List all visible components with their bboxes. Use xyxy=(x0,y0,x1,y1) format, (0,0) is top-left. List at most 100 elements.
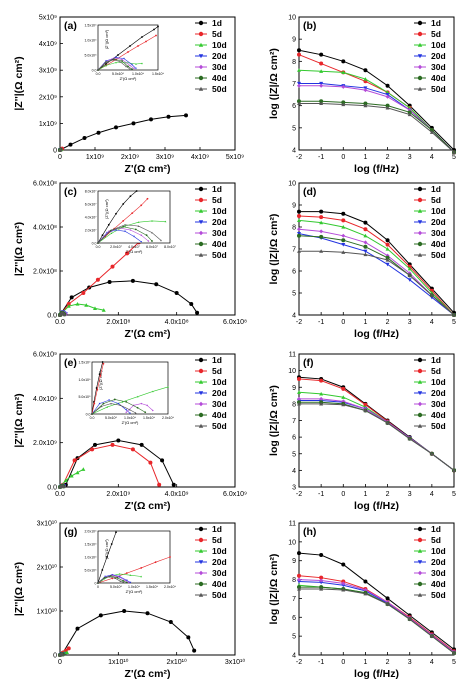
data-point xyxy=(75,470,80,475)
legend-label: 5d xyxy=(431,535,441,545)
y-tick-label: 1x10¹⁰ xyxy=(37,608,58,616)
inset-data-point xyxy=(97,582,99,584)
data-point xyxy=(297,249,301,253)
series-1d xyxy=(297,48,456,152)
data-point xyxy=(63,478,68,482)
data-point xyxy=(174,291,179,295)
inset-data-point xyxy=(105,64,107,67)
data-point xyxy=(341,59,346,64)
inset-data-point xyxy=(105,63,107,65)
x-tick-label: 2x10¹⁰ xyxy=(167,658,188,666)
inset-data-point xyxy=(129,195,132,198)
inset-data-point xyxy=(140,240,143,243)
data-point xyxy=(363,252,368,257)
data-point xyxy=(319,101,324,106)
legend-marker xyxy=(417,526,423,532)
panel-label: (g) xyxy=(64,526,77,538)
legend-marker xyxy=(198,42,204,47)
data-point xyxy=(82,136,87,141)
x-tick-label: -1 xyxy=(318,491,324,498)
x-tick-label: 1 xyxy=(363,659,367,666)
inset-data-point xyxy=(137,221,140,223)
inset-series-30d xyxy=(125,402,154,414)
y-tick-label: 8 xyxy=(292,401,296,408)
series-50d xyxy=(58,652,65,657)
inset-data-point xyxy=(108,575,111,578)
x-axis-label: log (f/Hz) xyxy=(354,668,399,680)
inset-series-line xyxy=(91,403,136,415)
legend-label: 5d xyxy=(212,29,222,39)
inset-data-point xyxy=(137,225,140,227)
series-line xyxy=(298,233,455,316)
inset-data-point xyxy=(116,576,119,579)
data-point xyxy=(171,482,176,487)
data-point xyxy=(385,92,390,97)
legend-marker xyxy=(198,86,204,91)
data-point xyxy=(297,577,301,582)
legend-marker xyxy=(417,570,423,576)
y-tick-label: 1x10⁹ xyxy=(39,121,57,128)
data-point xyxy=(341,243,346,247)
inset-data-point xyxy=(123,57,125,60)
legend-label: 20d xyxy=(212,388,227,398)
inset-data-point xyxy=(140,567,143,569)
data-point xyxy=(125,251,130,256)
inset-data-point xyxy=(119,404,122,407)
inset-x-tick-label: 0.0 xyxy=(90,416,95,420)
y-tick-label: 10 xyxy=(288,181,296,188)
legend-marker xyxy=(417,186,423,192)
inset-data-point xyxy=(117,54,119,56)
legend-label: 40d xyxy=(431,579,446,589)
legend-marker xyxy=(198,197,204,203)
inset-data-point xyxy=(125,579,128,582)
y-axis-label: |Z''|(Ω cm²) xyxy=(13,56,25,110)
data-point xyxy=(114,125,118,130)
data-point xyxy=(319,52,324,57)
legend-marker xyxy=(417,20,423,26)
inset-x-tick-label: 1.5x10⁹ xyxy=(152,72,165,76)
series-30d xyxy=(297,83,456,155)
inset-data-point xyxy=(115,229,117,231)
data-point xyxy=(319,575,324,580)
inset-x-tick-label: 0.0 xyxy=(96,72,101,76)
legend-marker xyxy=(417,220,423,225)
data-point xyxy=(184,113,188,118)
legend-label: 30d xyxy=(212,228,227,238)
y-tick-label: 9 xyxy=(292,203,296,210)
data-point xyxy=(385,247,390,251)
x-tick-label: 3 xyxy=(408,491,412,498)
inset-y-tick-label: 0.0 xyxy=(92,69,97,73)
inset-data-point xyxy=(131,212,134,215)
inset-y-tick-label: 1.0x10⁹ xyxy=(84,556,97,560)
panel-d: -2 -1 0 1 2 3 4 5 4 5 6 7 8 9 10 log (f/Hz) log (|Z|/Ω c… xyxy=(268,181,456,341)
data-point xyxy=(385,94,390,99)
inset-data-point xyxy=(100,405,103,408)
legend-marker xyxy=(198,208,204,213)
x-axis-label: log (f/Hz) xyxy=(354,500,399,512)
legend-label: 5d xyxy=(212,535,222,545)
data-point xyxy=(341,581,346,586)
legend-marker xyxy=(198,412,204,418)
legend-label: 50d xyxy=(431,250,446,260)
data-point xyxy=(429,451,434,456)
legend-marker xyxy=(198,391,204,396)
panel-c: 0.0 2.0x10⁸ 4.0x10⁸ 6.0x10⁸ 0.0 2.0x10⁸ 4.0x10… xyxy=(13,181,247,341)
x-tick-label: 4 xyxy=(430,319,434,326)
legend-label: 10d xyxy=(431,206,446,216)
legend-marker xyxy=(198,20,204,26)
y-tick-label: 11 xyxy=(289,352,296,359)
legend-label: 30d xyxy=(431,399,446,409)
inset-x-tick-label: 8.0x10⁷ xyxy=(164,245,177,249)
legend-label: 10d xyxy=(212,546,227,556)
legend-label: 10d xyxy=(431,546,446,556)
data-point xyxy=(192,648,197,653)
data-point xyxy=(297,209,301,214)
x-axis-label: Z'(Ω cm²) xyxy=(125,328,171,340)
x-tick-label: 5 xyxy=(452,659,456,666)
data-point xyxy=(297,83,301,88)
data-point xyxy=(160,458,165,463)
inset-data-point xyxy=(106,231,108,234)
legend-label: 30d xyxy=(212,399,227,409)
series-line xyxy=(299,403,455,471)
inset-data-point xyxy=(108,399,110,402)
